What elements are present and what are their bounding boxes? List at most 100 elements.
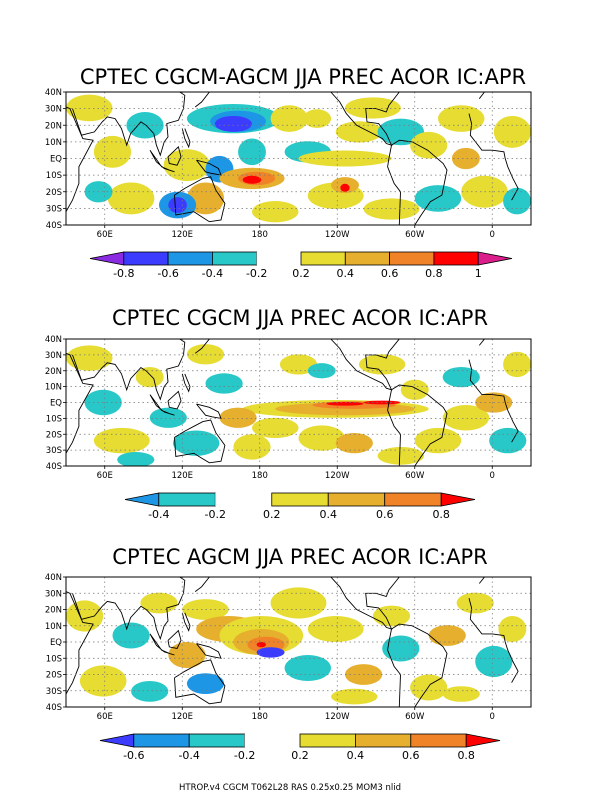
colorbar-label: -0.6 [157, 267, 178, 280]
chart-title: CPTEC CGCM-AGCM JJA PREC ACOR IC:APR [80, 65, 526, 89]
correlation-patch [358, 354, 406, 375]
footer-text: HTROP.v4 CGCM T062L28 RAS 0.25x0.25 MOM3… [179, 783, 401, 793]
lat-tick-label: 30N [45, 105, 62, 115]
gridlines [66, 339, 531, 466]
correlation-patch [414, 427, 462, 454]
correlation-patch [126, 111, 164, 139]
coastline [149, 633, 175, 656]
lon-tick-label: 0 [490, 712, 495, 722]
lat-tick-label: 30N [45, 589, 62, 599]
colorbar-label: -0.2 [234, 749, 255, 762]
lat-tick-label: 20N [45, 367, 62, 377]
colorbar-label: 0.8 [432, 508, 450, 521]
colorbar-label: -0.4 [178, 749, 199, 762]
coastline [167, 146, 182, 166]
colorbar-bin [123, 251, 169, 266]
colorbar-bin [433, 251, 479, 266]
coastline [66, 352, 94, 454]
colorbar-bin [344, 251, 390, 266]
correlation-patch [219, 407, 257, 428]
lat-tick-label: 40N [45, 573, 62, 583]
lat-tick-label: 40S [46, 221, 62, 231]
lat-tick-label: 20S [46, 430, 62, 440]
lon-tick-label: 0 [490, 230, 495, 240]
colorbar-label: 0.6 [402, 749, 420, 762]
correlation-patch [340, 183, 350, 192]
correlation-patch [503, 351, 531, 378]
coastline [468, 597, 519, 683]
lon-tick-label: 120W [325, 712, 350, 722]
correlation-patch [93, 427, 150, 454]
lat-tick-label: 40S [46, 703, 62, 713]
lon-tick-labels: 60E 120E 180 120W 60W 0 [97, 466, 495, 481]
lon-tick-label: 120E [171, 471, 193, 481]
correlation-patch [66, 94, 113, 122]
lat-tick-label: 20N [45, 121, 62, 131]
colorbar-label: -0.2 [246, 267, 267, 280]
colorbar-bin [124, 492, 160, 507]
colorbar: -0.6 -0.4 -0.2 0.2 0.4 0.6 0.8 [99, 733, 501, 762]
correlation-patch [442, 405, 490, 431]
lon-tick-label: 120W [325, 230, 350, 240]
coastline [72, 92, 186, 157]
correlation-patch [256, 642, 266, 648]
colorbar-label: -0.4 [148, 508, 169, 521]
gridlines [66, 577, 531, 707]
colorbar-bin [477, 251, 513, 266]
correlation-patch [298, 425, 345, 451]
lat-tick-label: 10N [45, 383, 62, 393]
colorbar-label: 0.8 [457, 749, 475, 762]
correlation-patch [442, 366, 480, 388]
coastline [66, 106, 94, 213]
correlation-patch [410, 674, 448, 701]
lat-tick-label: 20S [46, 671, 62, 681]
coastline [330, 339, 400, 391]
colorbar-label: 1 [475, 267, 482, 280]
lon-tick-label: 120E [171, 230, 193, 240]
correlation-patch [475, 645, 513, 678]
colorbar-bin [271, 492, 329, 507]
lat-tick-label: EQ [50, 399, 62, 409]
correlation-patch [503, 187, 531, 215]
correlation-patch [345, 97, 401, 119]
correlation-patch [335, 432, 373, 454]
correlation-patch [307, 616, 364, 642]
colorbar-bin [410, 733, 467, 748]
correlation-patch [256, 647, 285, 658]
lon-tick-label: 180 [252, 712, 268, 722]
colorbar-bin [300, 251, 346, 266]
correlation-patch [270, 587, 327, 619]
correlation-patch [307, 363, 336, 379]
lon-tick-label: 60W [405, 230, 425, 240]
lat-tick-label: 10N [45, 138, 62, 148]
correlation-patch [303, 109, 332, 128]
correlation-patch [186, 344, 225, 365]
colorbar-label: 0.4 [337, 267, 355, 280]
correlation-patch [451, 147, 480, 170]
lat-tick-label: 10S [46, 654, 62, 664]
coastline [72, 577, 186, 641]
coastline [174, 419, 226, 464]
lat-tick-label: 10N [45, 622, 62, 632]
correlation-patch [377, 118, 425, 146]
colorbar-bin [188, 733, 245, 748]
coastline [196, 643, 222, 659]
correlation-patch [66, 600, 104, 632]
lon-tick-label: 120W [325, 471, 350, 481]
correlation-patch [214, 115, 252, 132]
lon-tick-label: 0 [490, 471, 495, 481]
coastline [167, 629, 182, 650]
lon-tick-label: 60E [97, 230, 113, 240]
lon-tick-labels: 60E 120E 180 120W 60W 0 [97, 225, 495, 240]
panel-agcm: CPTEC AGCM JJA PREC ACOR IC:APR 40N 30N 20… [45, 545, 532, 762]
colorbar: -0.8 -0.6 -0.4 -0.2 0.2 0.4 0.6 0.8 1 [89, 251, 513, 280]
lat-tick-label: 30S [46, 204, 62, 214]
lat-tick-label: 10S [46, 171, 62, 181]
coastline [149, 149, 175, 173]
correlation-patch [372, 605, 411, 627]
colorbar-label: -0.4 [202, 267, 223, 280]
lon-tick-label: 60E [97, 471, 113, 481]
coastline [167, 390, 182, 410]
correlation-patch [252, 201, 299, 223]
